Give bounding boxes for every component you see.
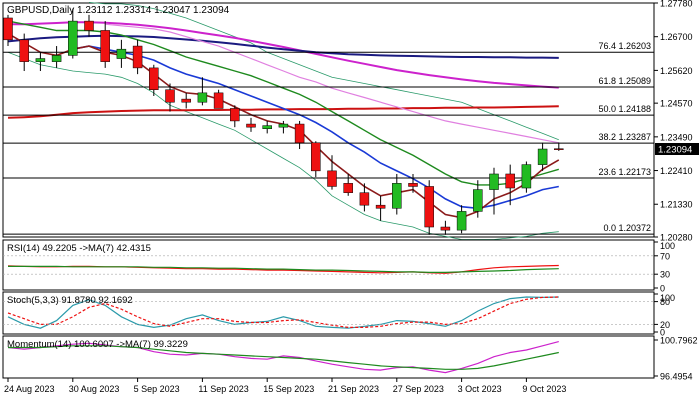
- fib-label: 0.0 1.20372: [603, 223, 651, 233]
- candle-body: [359, 192, 370, 206]
- candle-body: [408, 183, 418, 187]
- momentum-axis: 100.7962 96.4954: [654, 336, 698, 382]
- date-tick-label: 30 Aug 2023: [69, 384, 120, 394]
- candle-body: [311, 142, 321, 172]
- candle-body: [165, 89, 175, 103]
- candle-body: [537, 148, 548, 165]
- candle-body: [246, 123, 256, 128]
- stoch-series-line-1: [7, 296, 559, 329]
- ma-green-line: [7, 20, 559, 186]
- candle-body: [294, 123, 305, 144]
- candle-body: [68, 20, 78, 56]
- ma-pink-line: [105, 23, 559, 144]
- main-chart-header: GBPUSD,Daily 1.23112 1.23314 1.23047 1.2…: [7, 5, 230, 16]
- current-price-label: 1.23094: [658, 145, 692, 156]
- momentum-tick-label: 100.7962: [660, 336, 698, 346]
- candle-body: [149, 67, 159, 90]
- candle-body: [3, 17, 13, 41]
- candle-body: [230, 108, 240, 122]
- candle-body: [132, 45, 143, 69]
- candle-body: [375, 204, 386, 209]
- price-tick-label: 1.24570: [660, 99, 693, 109]
- rsi-tick-label: 70: [660, 251, 670, 261]
- momentum-series-line-2: [8, 345, 559, 370]
- price-axis: 1.27780 1.26700 1.25620 1.24570 1.23490 1.224…: [654, 0, 693, 243]
- fib-label: 61.8 1.25089: [598, 76, 651, 86]
- candle-body: [213, 92, 224, 109]
- price-tick-label: 1.22410: [660, 166, 693, 176]
- candle-body: [262, 125, 272, 129]
- fib-label: 23.6 1.22173: [598, 167, 651, 177]
- price-tick-label: 1.23490: [660, 132, 693, 142]
- date-tick-label: 24 Aug 2023: [4, 384, 55, 394]
- stoch-tick-label: 0: [660, 328, 665, 338]
- rsi-header: RSI(14) 49.2205 ->MA(7) 42.4315: [7, 243, 151, 254]
- momentum-series-line-1: [7, 341, 559, 374]
- envelope-upper-line: [88, 2, 559, 141]
- momentum-tick-label: 96.4954: [660, 372, 693, 382]
- current-price-marker: 1.23094: [655, 143, 699, 156]
- price-tick-label: 1.25620: [660, 66, 693, 76]
- fib-label: 38.2 1.23287: [598, 132, 651, 142]
- date-tick-label: 21 Sep 2023: [328, 384, 379, 394]
- candle-body: [456, 211, 467, 231]
- date-axis: 24 Aug 2023 30 Aug 2023 5 Sep 2023 11 Sep 2…: [4, 378, 566, 394]
- price-tick-label: 1.26700: [660, 32, 693, 42]
- ma-red-line: [7, 105, 559, 119]
- rsi-tick-label: 30: [660, 270, 670, 280]
- rsi-series-line-2: [8, 265, 559, 273]
- stoch-header: Stoch(5,3,3) 91.8780 92.1692: [7, 295, 133, 306]
- main-price-panel: 76.4 1.26203 61.8 1.25089 50.0 1.24188 38.2…: [2, 2, 655, 240]
- candle-body: [521, 164, 532, 189]
- ma-magenta-line: [8, 21, 559, 89]
- candle-body: [392, 183, 402, 209]
- candle-body: [473, 189, 483, 212]
- candle-body: [197, 92, 208, 103]
- candle-body: [554, 148, 564, 150]
- candle-body: [489, 173, 499, 190]
- date-tick-label: 15 Sep 2023: [263, 384, 314, 394]
- candle-body: [84, 20, 94, 31]
- candle-body: [327, 170, 337, 187]
- date-tick-label: 9 Oct 2023: [522, 384, 566, 394]
- date-tick-label: 3 Oct 2023: [458, 384, 502, 394]
- rsi-tick-label: 0: [660, 284, 665, 294]
- candle-body: [51, 55, 62, 62]
- price-tick-label: 1.27780: [660, 0, 693, 9]
- momentum-panel: Momentum(14) 100.6007 ->MA(7) 99.3229: [2, 335, 655, 379]
- rsi-panel: RSI(14) 49.2205 ->MA(7) 42.4315: [2, 239, 655, 291]
- candle-body: [100, 30, 110, 62]
- candles: [3, 8, 564, 235]
- fib-label: 50.0 1.24188: [598, 104, 651, 114]
- candle-body: [424, 186, 434, 228]
- rsi-tick-label: 100: [660, 241, 675, 251]
- stoch-tick-label: 20: [660, 320, 670, 330]
- fibonacci-levels: 76.4 1.26203 61.8 1.25089 50.0 1.24188 38.2…: [3, 41, 654, 235]
- candle-body: [19, 39, 29, 62]
- date-tick-label: 5 Sep 2023: [134, 384, 180, 394]
- price-tick-label: 1.21330: [660, 200, 693, 210]
- price-tick-label: 1.20280: [660, 233, 693, 243]
- fib-label: 76.4 1.26203: [598, 41, 651, 51]
- candle-body: [181, 98, 191, 103]
- stoch-tick-label: 100: [660, 293, 675, 303]
- stoch-panel: Stoch(5,3,3) 91.8780 92.1692: [2, 291, 655, 335]
- date-tick-label: 27 Sep 2023: [393, 384, 444, 394]
- date-tick-label: 11 Sep 2023: [198, 384, 248, 394]
- momentum-header: Momentum(14) 100.6007 ->MA(7) 99.3229: [7, 339, 188, 350]
- candle-body: [278, 123, 289, 128]
- candle-body: [35, 58, 46, 62]
- ma-navy-line: [7, 34, 559, 59]
- candle-body: [343, 183, 353, 193]
- candle-body: [116, 48, 127, 59]
- stoch-series-line-2: [7, 296, 559, 328]
- candle-body: [505, 173, 515, 189]
- stoch-tick-label: 80: [660, 297, 670, 307]
- candle-body: [440, 226, 451, 231]
